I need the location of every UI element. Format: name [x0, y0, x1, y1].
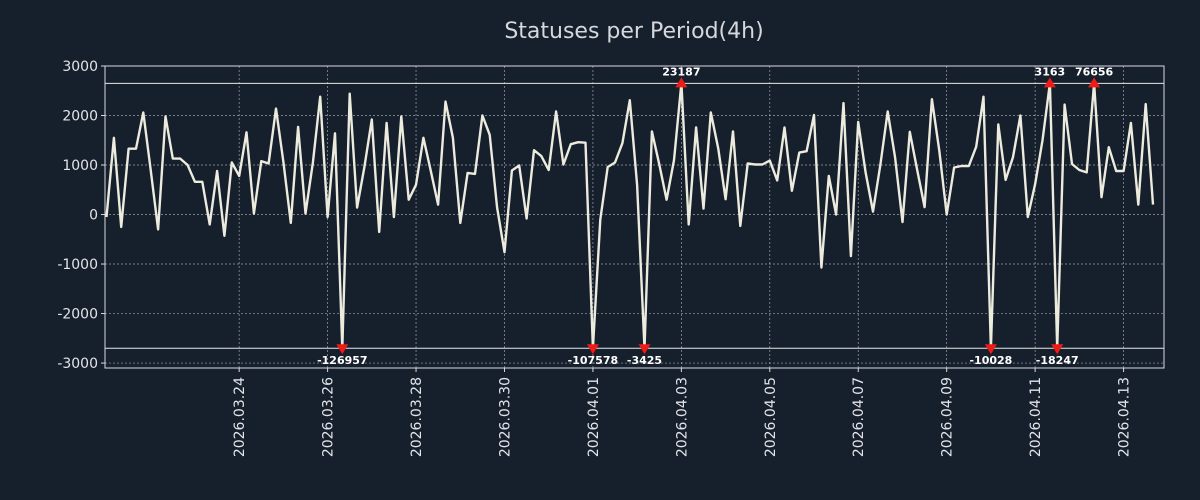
max-marker: [1088, 77, 1101, 88]
x-tick-label: 2026.03.30: [497, 377, 513, 457]
x-tick-label: 2026.04.01: [586, 377, 602, 457]
min-marker: [586, 344, 599, 355]
x-tick-label: 2026.03.24: [232, 377, 248, 457]
x-tick-label: 2026.04.13: [1117, 377, 1133, 457]
min-marker: [336, 344, 349, 355]
x-tick-label: 2026.03.26: [321, 377, 337, 457]
x-tick-label: 2026.03.28: [409, 377, 425, 457]
clip-lines: [105, 82, 1164, 349]
max-annotation: 23187: [662, 65, 700, 78]
x-tick-label: 2026.04.03: [674, 377, 690, 457]
min-annotation: -18247: [1036, 354, 1079, 367]
max-annotation: 3163: [1035, 65, 1066, 78]
x-tick-label: 2026.04.11: [1028, 377, 1044, 457]
min-marker: [1051, 344, 1064, 355]
min-annotation: -126957: [317, 354, 368, 367]
min-annotation: -107578: [568, 354, 619, 367]
x-tick-label: 2026.04.05: [763, 377, 779, 457]
y-tick-label: 3000: [62, 59, 98, 75]
y-tick-label: 1000: [62, 158, 98, 174]
min-marker: [984, 344, 997, 355]
min-annotation: -10028: [969, 354, 1012, 367]
y-tick-label: -2000: [57, 307, 98, 323]
series-line-statuses: [105, 82, 1155, 350]
y-tick-label: -3000: [57, 356, 98, 372]
annotation-group: -126957 -107578 -3425 23187 -10028 3163 -18247…: [317, 65, 1113, 367]
y-tick-label: 0: [89, 208, 98, 224]
max-marker: [675, 77, 688, 88]
marker-group: [336, 77, 1101, 355]
y-tick-label: 2000: [62, 109, 98, 125]
max-marker: [1043, 77, 1056, 88]
y-tick-label: -1000: [57, 257, 98, 273]
x-tick-label: 2026.04.07: [851, 377, 867, 457]
min-annotation: -3425: [627, 354, 662, 367]
x-axis-ticks: 2026.03.24 2026.03.26 2026.03.28 2026.03.30…: [232, 368, 1133, 457]
x-tick-label: 2026.04.09: [940, 377, 956, 457]
max-annotation: 76656: [1075, 65, 1114, 78]
grid-lines: [105, 65, 1164, 368]
min-marker: [638, 344, 651, 355]
chart-title: Statuses per Period(4h): [504, 19, 763, 44]
series-group: [105, 82, 1155, 350]
y-axis-ticks: 3000 2000 1000 0 -1000 -2000 -3000: [57, 59, 105, 372]
plot-frame: [104, 65, 1165, 369]
